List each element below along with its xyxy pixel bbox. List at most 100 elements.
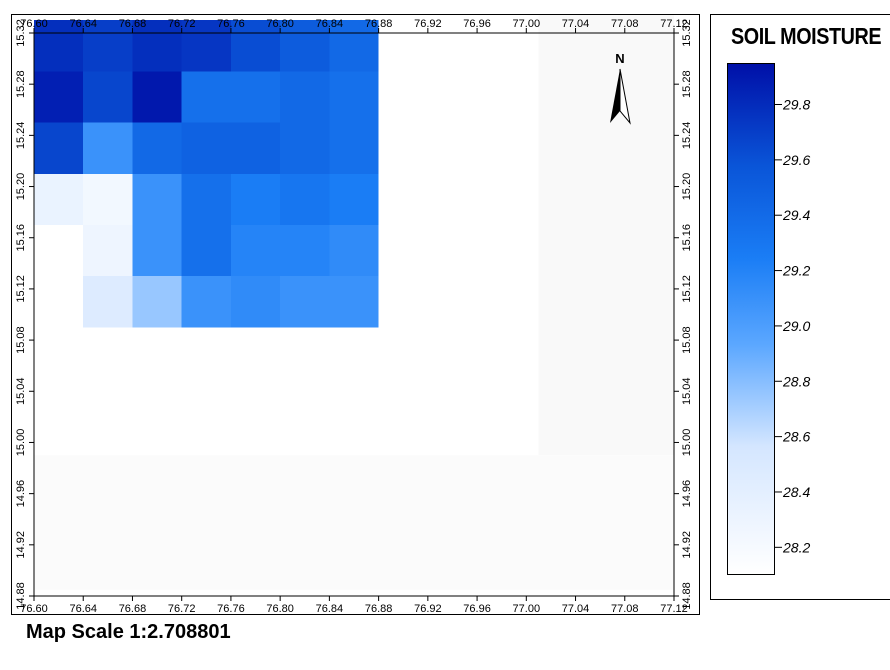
y-tick-label: 14.92 [15,531,27,559]
y-tick-label: 14.96 [681,480,693,508]
legend-tick-label: 29.6 [782,152,810,168]
x-tick-label: 76.80 [266,18,294,30]
y-tick-label: 15.04 [681,378,693,406]
y-tick-label: 15.16 [15,224,27,252]
y-tick-label: 15.08 [15,326,27,354]
heatmap-cell [280,224,330,277]
heatmap-cell [132,71,182,123]
y-tick-label: 14.88 [681,582,693,610]
heatmap-cell [329,122,379,174]
heatmap-cell [181,276,231,328]
soil-moisture-map: 76.60 76.60 76.64 76.64 76.68 76.68 76.72 76.72… [15,7,693,615]
heatmap-cell [132,224,182,277]
heatmap-cell [280,276,330,328]
x-tick-label: 76.84 [316,18,344,30]
x-tick-label: 76.64 [69,603,97,615]
legend-tick-label: 28.6 [782,429,810,445]
heatmap-cell [132,20,182,72]
background-patch [538,7,674,456]
legend-tick-label: 29.0 [782,318,810,334]
heatmap-cell [329,224,379,277]
y-tick-label: 15.12 [681,275,693,303]
heatmap-cell [280,71,330,123]
legend-title: SOIL MOISTURE [731,23,882,49]
heatmap-cell [181,20,231,72]
x-tick-label: 76.72 [168,18,196,30]
map-plot-border [33,32,675,597]
y-tick-label: 14.92 [681,531,693,559]
x-tick-label: 76.96 [463,603,491,615]
x-tick-label: 77.12 [660,603,688,615]
heatmap-cell [83,20,133,72]
y-tick-label: 15.28 [15,70,27,98]
y-tick-label: 15.24 [15,122,27,150]
y-tick-label: 15.32 [15,19,27,47]
x-tick-label: 77.04 [562,18,590,30]
heatmap-cell [181,122,231,174]
y-tick-label: 15.20 [15,173,27,201]
heatmap-cell [181,173,231,225]
heatmap-cell [230,122,281,174]
legend-tick-label: 29.8 [782,97,810,113]
x-tick-label: 77.00 [513,603,541,615]
legend-panel: SOIL MOISTURE 29.8 29.6 29.4 29.2 29.0 28.8 28… [710,14,890,600]
x-tick-label: 76.76 [217,18,245,30]
heatmap-cell [280,20,330,72]
map-panel: 76.60 76.60 76.64 76.64 76.68 76.68 76.72 76.72… [11,7,700,615]
north-arrow-icon: N [610,51,631,125]
legend-tick-label: 28.4 [782,484,810,500]
heatmap-cell [230,173,281,225]
x-tick-label: 77.00 [513,18,541,30]
heatmap-cell [34,71,84,123]
heatmap-cell [132,173,182,225]
y-tick-label: 15.28 [681,70,693,98]
y-tick-label: 15.20 [681,173,693,201]
legend-tick-label: 29.4 [782,207,810,223]
legend-tick-label: 28.8 [782,373,810,389]
x-tick-label: 76.84 [316,603,344,615]
y-tick-label: 15.24 [681,122,693,150]
heatmap-cell [280,122,330,174]
heatmap-cell [230,276,281,328]
heatmap-cell [34,122,84,174]
x-tick-label: 76.68 [119,603,147,615]
y-tick-label: 15.12 [15,275,27,303]
y-tick-label: 15.00 [681,429,693,457]
heatmap-cell [329,276,379,328]
heatmap-cell [83,71,133,123]
heatmap-cell [83,122,133,174]
legend-tick-label: 28.2 [782,539,810,555]
heatmap-cell [181,71,231,123]
x-tick-label: 76.68 [119,18,147,30]
y-tick-label: 14.96 [15,480,27,508]
heatmap-cell [230,224,281,277]
heatmap-cell [83,224,133,277]
y-tick-label: 15.04 [15,378,27,406]
x-tick-label: 76.72 [168,603,196,615]
legend-tick-label: 29.2 [782,263,810,279]
y-tick-label: 15.00 [15,429,27,457]
heatmap-cell [230,71,281,123]
x-tick-label: 76.96 [463,18,491,30]
x-tick-label: 76.88 [365,603,393,615]
x-tick-label: 77.04 [562,603,590,615]
y-tick-label: 15.16 [681,224,693,252]
x-tick-label: 76.80 [266,603,294,615]
x-tick-label: 76.92 [414,603,442,615]
background-patch [34,455,674,590]
x-tick-label: 77.08 [611,603,639,615]
heatmap-cell [181,224,231,277]
legend-scale: 29.8 29.6 29.4 29.2 29.0 28.8 28.6 28.4 28.2 [775,97,810,555]
heatmap-cell [34,173,84,225]
x-tick-label: 76.64 [69,18,97,30]
heatmap-cell [329,173,379,225]
x-tick-label: 76.92 [414,18,442,30]
legend-color-bar [727,63,775,575]
x-tick-label: 76.60 [20,18,48,30]
x-tick-label: 76.60 [20,603,48,615]
heatmap-cell [132,122,182,174]
heatmap-cell [132,276,182,328]
x-tick-label: 76.88 [365,18,393,30]
heatmap-cell [280,173,330,225]
x-tick-label: 77.12 [660,18,688,30]
